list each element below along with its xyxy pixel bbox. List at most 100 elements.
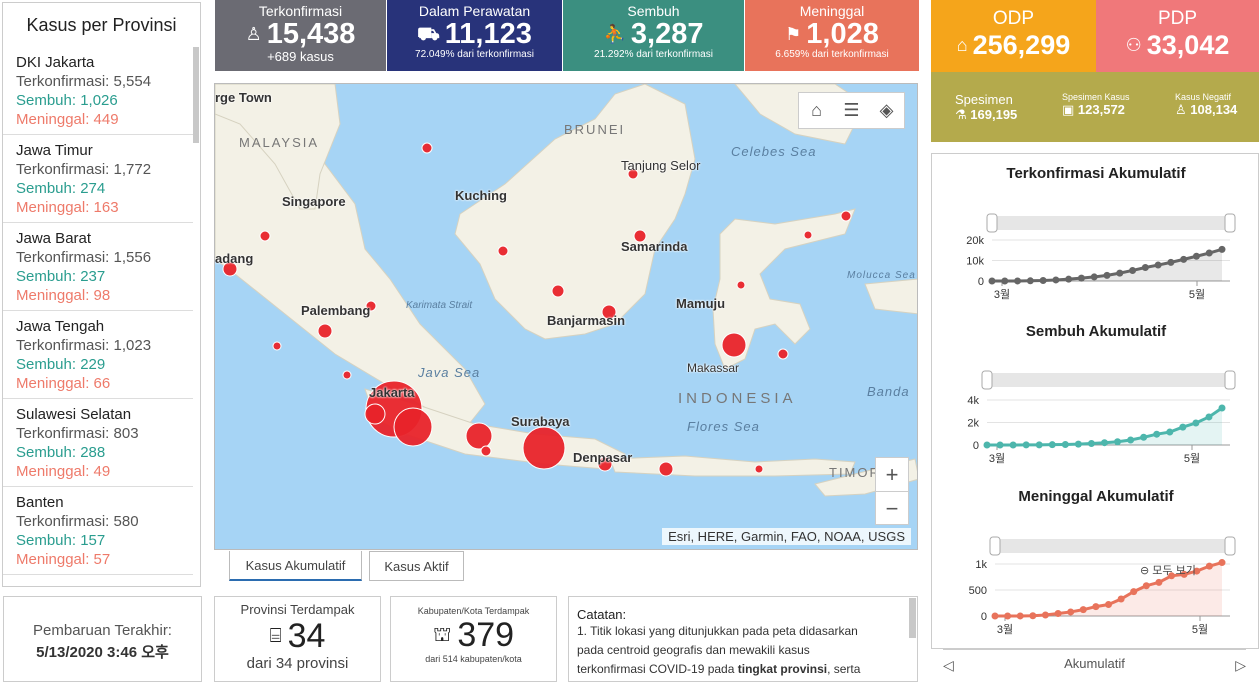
chart-point[interactable] (1180, 255, 1188, 263)
chart-point[interactable] (1101, 439, 1108, 447)
zoom-out-button[interactable]: − (885, 496, 899, 521)
chart-point[interactable] (1022, 441, 1030, 449)
case-map[interactable]: rge Town MALAYSIA BRUNEI Tanjung Selor C… (214, 83, 918, 550)
chart-point[interactable] (1004, 612, 1012, 620)
case-dot[interactable] (658, 461, 674, 477)
chart-point[interactable] (1205, 413, 1213, 421)
chart-point[interactable] (1192, 419, 1200, 427)
chart-point[interactable] (1014, 277, 1022, 285)
prev-chart-button[interactable]: ◁ (943, 657, 954, 673)
case-dot[interactable] (754, 464, 764, 474)
province-item[interactable]: Sulawesi Selatan Terkonfirmasi: 803 Sembuh… (3, 399, 193, 487)
chart-point[interactable] (988, 277, 996, 285)
province-item[interactable]: Jawa Timur Terkonfirmasi: 1,772 Sembuh: 27… (3, 135, 193, 223)
case-dot[interactable] (259, 230, 271, 242)
case-dot[interactable] (365, 300, 377, 312)
chart-point[interactable] (1192, 252, 1200, 260)
layers-icon[interactable]: ◈ (879, 100, 894, 120)
case-dot[interactable] (633, 229, 647, 243)
notes-box[interactable]: Catatan: 1. Titik lokasi yang ditunjukka… (568, 596, 918, 682)
chart-point[interactable] (996, 441, 1004, 449)
chart-point[interactable] (1166, 428, 1174, 436)
case-dot[interactable] (840, 210, 852, 222)
case-dot[interactable] (597, 456, 613, 472)
chart-range-slider[interactable] (992, 216, 1230, 230)
case-dot[interactable] (736, 280, 746, 290)
province-item[interactable]: Jawa Tengah Terkonfirmasi: 1,023 Sembuh: 2… (3, 311, 193, 399)
slider-handle-right[interactable] (1224, 213, 1236, 233)
chart-point[interactable] (1074, 440, 1082, 448)
chart-point[interactable] (1009, 441, 1017, 449)
case-dot[interactable] (393, 407, 433, 447)
case-dot[interactable] (627, 168, 639, 180)
chart-point[interactable] (1142, 582, 1150, 590)
chart-point[interactable] (1079, 606, 1087, 614)
chart-point[interactable] (1077, 274, 1085, 282)
chart-point[interactable] (1167, 258, 1175, 266)
notes-scrollbar[interactable] (909, 598, 916, 638)
case-dot[interactable] (551, 284, 565, 298)
chart-point[interactable] (1129, 266, 1137, 274)
slider-handle-right[interactable] (1224, 536, 1236, 556)
chart-point[interactable] (1116, 269, 1124, 277)
chart-point[interactable] (1127, 436, 1135, 444)
slider-handle-right[interactable] (1224, 370, 1236, 390)
chart-point[interactable] (1001, 277, 1009, 285)
province-item[interactable]: DKI Jakarta Terkonfirmasi: 5,554 Sembuh: 1… (3, 47, 193, 135)
next-chart-button[interactable]: ▷ (1235, 657, 1246, 673)
chart-point[interactable] (1103, 271, 1111, 279)
chart-point[interactable] (1153, 430, 1161, 438)
list-icon[interactable]: ☰ (843, 100, 860, 120)
case-dot[interactable] (272, 341, 282, 351)
tab-active-cases[interactable]: Kasus Aktif (369, 551, 464, 581)
province-list-scrollbar[interactable] (193, 47, 199, 143)
chart-point[interactable] (1218, 559, 1226, 567)
chart-point[interactable] (1067, 608, 1075, 616)
zoom-in-button[interactable]: + (876, 458, 908, 492)
chart-point[interactable] (1205, 562, 1213, 570)
chart-point[interactable] (1141, 264, 1149, 272)
chart-point[interactable] (1065, 275, 1073, 283)
province-item[interactable]: Banten Terkonfirmasi: 580 Sembuh: 157 Menin… (3, 487, 193, 575)
chart-point[interactable] (1130, 588, 1138, 596)
chart-point[interactable] (1154, 261, 1162, 269)
case-dot[interactable] (601, 304, 617, 320)
case-dot[interactable] (421, 142, 433, 154)
chart-point[interactable] (1168, 572, 1176, 580)
tab-cumulative-cases[interactable]: Kasus Akumulatif (229, 551, 362, 581)
case-dot[interactable] (342, 370, 352, 380)
chart-point[interactable] (1218, 404, 1226, 412)
case-dot[interactable] (364, 403, 386, 425)
chart-point[interactable] (1140, 433, 1148, 441)
chart-point[interactable] (1041, 611, 1049, 619)
slider-handle-left[interactable] (989, 536, 1001, 556)
province-item[interactable]: Jawa Barat Terkonfirmasi: 1,556 Sembuh: 23… (3, 223, 193, 311)
chart-point[interactable] (983, 441, 991, 449)
chart-point[interactable] (1105, 601, 1112, 609)
chart-point[interactable] (991, 612, 999, 620)
chart-point[interactable] (1155, 578, 1163, 586)
chart-point[interactable] (1016, 612, 1024, 620)
case-dot[interactable] (803, 230, 813, 240)
chart-point[interactable] (1090, 273, 1098, 281)
slider-handle-left[interactable] (986, 213, 998, 233)
chart-point[interactable] (1048, 441, 1056, 449)
chart-range-slider[interactable] (995, 539, 1230, 553)
case-dot[interactable] (522, 426, 566, 470)
chart-point[interactable] (1180, 570, 1188, 578)
chart-point[interactable] (1117, 595, 1125, 603)
case-dot[interactable] (721, 332, 747, 358)
slider-handle-left[interactable] (981, 370, 993, 390)
case-dot[interactable] (465, 422, 493, 450)
chart-point[interactable] (1205, 249, 1213, 257)
case-dot[interactable] (222, 261, 238, 277)
home-icon[interactable]: ⌂ (811, 100, 822, 120)
case-dot[interactable] (317, 323, 333, 339)
case-dot[interactable] (777, 348, 789, 360)
chart-point[interactable] (1061, 440, 1069, 448)
chart-point[interactable] (1087, 439, 1095, 447)
chart-point[interactable] (1092, 603, 1100, 611)
chart-point[interactable] (1035, 441, 1043, 449)
chart-range-slider[interactable] (987, 373, 1230, 387)
chart-point[interactable] (1218, 245, 1226, 253)
